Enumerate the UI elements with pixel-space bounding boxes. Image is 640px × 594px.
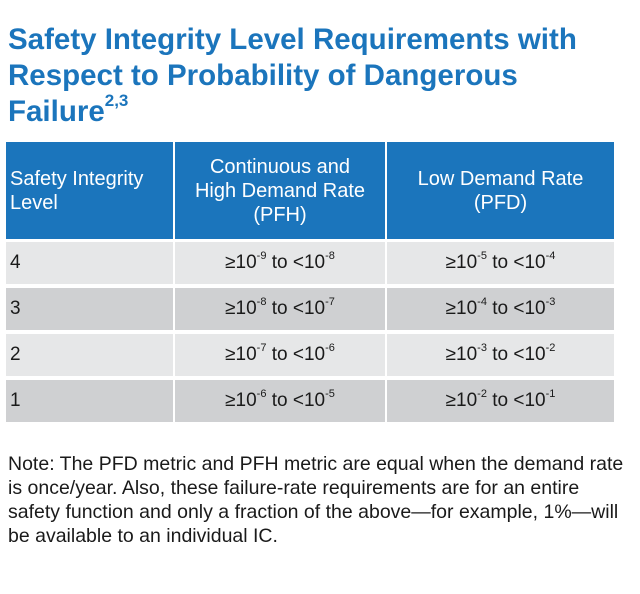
cell-pfh: ≥10-7 to <10-6 [174, 332, 387, 380]
pfd-upper-base: to <10 [486, 252, 546, 273]
pfh-lower-exponent: -6 [256, 387, 267, 400]
header-level-line1: Safety Integrity [10, 167, 144, 190]
note-text: Note: The PFD metric and PFH metric are … [8, 453, 624, 547]
pfd-lower-exponent: -2 [477, 387, 487, 400]
table-header-row: Safety Integrity Level Continuous and Hi… [6, 142, 614, 242]
pfh-lower-base: ≥10 [225, 390, 257, 411]
pfh-upper-base: to <10 [266, 252, 326, 273]
header-pfd-line2: (PFD) [473, 191, 528, 214]
pfh-lower-base: ≥10 [225, 252, 257, 273]
pfd-lower-exponent: -5 [477, 249, 487, 262]
header-pfh: Continuous and High Demand Rate (PFH) [174, 142, 387, 242]
pfh-upper-exponent: -6 [325, 341, 335, 354]
header-pfh-line3: (PFH) [253, 203, 307, 226]
pfd-lower-base: ≥10 [445, 298, 478, 319]
pfh-upper-base: to <10 [266, 298, 326, 319]
pfd-lower-base: ≥10 [445, 390, 478, 411]
pfd-lower-exponent: -4 [477, 295, 487, 308]
pfd-upper-exponent: -2 [545, 341, 556, 354]
pfd-upper-exponent: -1 [545, 387, 556, 400]
sil-requirements-table: Safety Integrity Level Continuous and Hi… [6, 142, 614, 426]
pfd-upper-base: to <10 [486, 390, 546, 411]
header-level-line2: Level [10, 191, 58, 214]
pfh-upper-exponent: -8 [325, 249, 335, 262]
cell-level: 3 [6, 286, 175, 334]
page-title: Safety Integrity Level Requirements with… [8, 22, 633, 130]
table-row: 2 ≥10-7 to <10-6 ≥10-3 to <10-2 [6, 332, 614, 380]
cell-level: 1 [6, 378, 175, 426]
pfd-lower-base: ≥10 [445, 252, 478, 273]
cell-pfd: ≥10-4 to <10-3 [386, 286, 614, 334]
header-pfd: Low Demand Rate (PFD) [386, 142, 614, 242]
title-footnote-refs: 2,3 [104, 91, 129, 111]
pfd-lower-exponent: -3 [477, 341, 487, 354]
cell-level: 2 [6, 332, 175, 380]
pfh-upper-base: to <10 [266, 390, 326, 411]
cell-pfd: ≥10-2 to <10-1 [386, 378, 614, 426]
pfd-upper-exponent: -4 [545, 249, 556, 262]
pfh-lower-base: ≥10 [225, 344, 257, 365]
table-row: 1 ≥10-6 to <10-5 ≥10-2 to <10-1 [6, 378, 614, 426]
title-text: Safety Integrity Level Requirements with… [8, 23, 577, 128]
cell-pfh: ≥10-6 to <10-5 [174, 378, 387, 426]
pfh-upper-base: to <10 [266, 344, 326, 365]
pfh-upper-exponent: -7 [325, 295, 335, 308]
pfd-lower-base: ≥10 [445, 344, 478, 365]
cell-pfd: ≥10-3 to <10-2 [386, 332, 614, 380]
pfh-lower-base: ≥10 [225, 298, 257, 319]
cell-pfd: ≥10-5 to <10-4 [386, 240, 614, 288]
pfd-upper-base: to <10 [486, 298, 546, 319]
cell-pfh: ≥10-8 to <10-7 [174, 286, 387, 334]
pfh-lower-exponent: -8 [256, 295, 267, 308]
pfd-upper-exponent: -3 [545, 295, 556, 308]
header-pfh-line1: Continuous and [209, 155, 351, 178]
pfd-upper-base: to <10 [486, 344, 546, 365]
pfh-upper-exponent: -5 [325, 387, 335, 400]
pfh-lower-exponent: -9 [256, 249, 267, 262]
header-pfd-line1: Low Demand Rate [417, 167, 584, 190]
header-pfh-line2: High Demand Rate [194, 179, 366, 202]
header-safety-integrity-level: Safety Integrity Level [6, 142, 175, 242]
cell-level: 4 [6, 240, 175, 288]
table-row: 4 ≥10-9 to <10-8 ≥10-5 to <10-4 [6, 240, 614, 288]
cell-pfh: ≥10-9 to <10-8 [174, 240, 387, 288]
table-row: 3 ≥10-8 to <10-7 ≥10-4 to <10-3 [6, 286, 614, 334]
pfh-lower-exponent: -7 [256, 341, 267, 354]
